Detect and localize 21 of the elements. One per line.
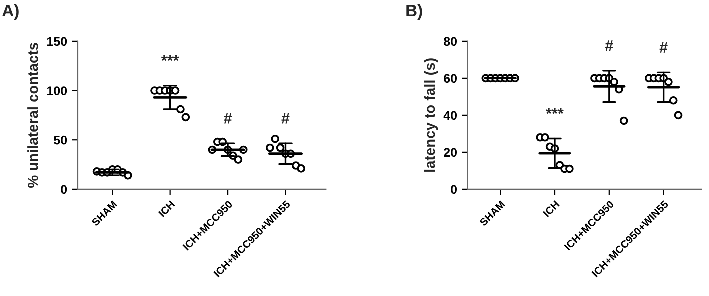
y-tick-label: 100: [48, 86, 68, 96]
chart-title: B): [406, 4, 422, 20]
y-tick-label: 80: [444, 37, 458, 46]
y-axis-title: latency to fall (s): [424, 58, 438, 172]
y-axis-title: % unilateral contacts: [28, 43, 38, 188]
y-tick-label: 150: [48, 37, 68, 46]
annotation: #: [660, 42, 668, 53]
x-tick-label: ICH: [158, 200, 176, 218]
y-tick-label: 60: [444, 74, 458, 84]
chart-title: A): [2, 4, 19, 20]
annotation: ***: [161, 55, 180, 62]
y-tick-label: 20: [444, 148, 458, 158]
annotation: #: [224, 113, 232, 124]
y-tick-label: 0: [451, 185, 458, 194]
annotation: #: [605, 40, 614, 52]
y-tick-label: 0: [61, 185, 68, 194]
annotation: ***: [546, 108, 564, 114]
annotation: #: [282, 113, 290, 124]
y-tick-label: 40: [444, 111, 458, 120]
y-tick-label: 50: [54, 136, 68, 145]
x-tick-label: ICH: [543, 200, 560, 218]
